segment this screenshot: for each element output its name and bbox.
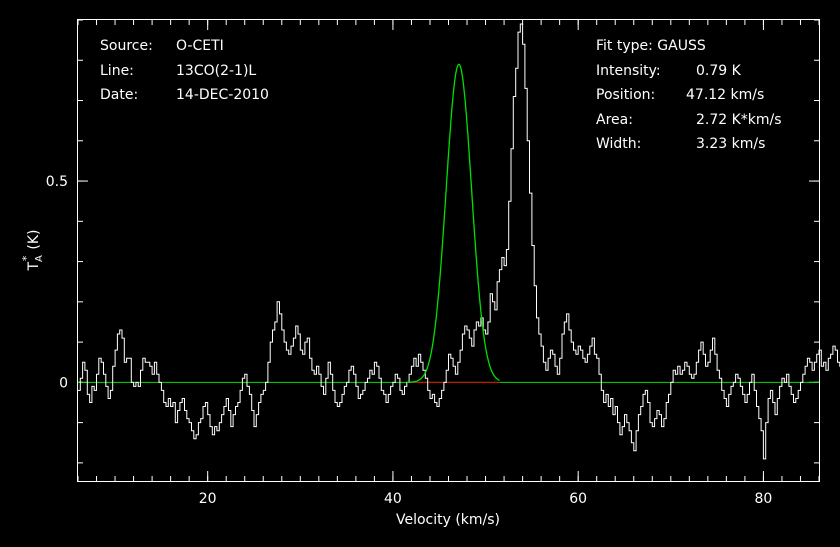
source-value: O-CETI: [176, 38, 224, 54]
svg-text:TA*(K): TA* (K): [20, 229, 45, 271]
fit-type: Fit type: GAUSS: [596, 38, 706, 54]
y-axis-label-unit: (K): [26, 229, 42, 249]
area-value: 2.72 K*km/s: [696, 112, 782, 128]
y-tick-label: 0: [59, 375, 68, 391]
y-axis-label-main: T: [26, 262, 42, 272]
x-tick-label: 60: [569, 491, 587, 507]
y-axis-label-sub: A: [34, 255, 45, 262]
gaussian-fit-line: [406, 63, 500, 383]
plot-frame: [77, 19, 820, 482]
spectrum-line: [78, 23, 840, 460]
date-value: 14-DEC-2010: [176, 87, 269, 103]
axis-ticks: [77, 19, 820, 481]
width-value: 3.23 km/s: [696, 136, 765, 152]
x-axis-label: Velocity (km/s): [396, 512, 500, 528]
intensity-label: Intensity:: [596, 63, 661, 79]
area-label: Area:: [596, 112, 633, 128]
position-value: 47.12 km/s: [686, 87, 764, 103]
width-label: Width:: [596, 136, 641, 152]
position-label: Position:: [596, 87, 655, 103]
x-tick-label: 80: [755, 491, 773, 507]
y-axis-label-sup: *: [20, 255, 33, 261]
intensity-value: 0.79 K: [696, 63, 742, 79]
x-tick-label: 40: [384, 491, 402, 507]
source-label: Source:: [100, 38, 153, 54]
line-value: 13CO(2-1)L: [176, 63, 256, 79]
axis-tick-labels: 20 40 60 80 0 0.5: [46, 174, 773, 507]
date-label: Date:: [100, 87, 138, 103]
x-tick-label: 20: [199, 491, 217, 507]
info-left: Source: O-CETI Line: 13CO(2-1)L Date: 14…: [100, 38, 269, 103]
line-label: Line:: [100, 63, 134, 79]
y-axis-label: TA* (K): [20, 229, 45, 271]
info-right: Fit type: GAUSS Intensity: 0.79 K Positi…: [596, 38, 782, 152]
y-tick-label: 0.5: [46, 174, 68, 190]
